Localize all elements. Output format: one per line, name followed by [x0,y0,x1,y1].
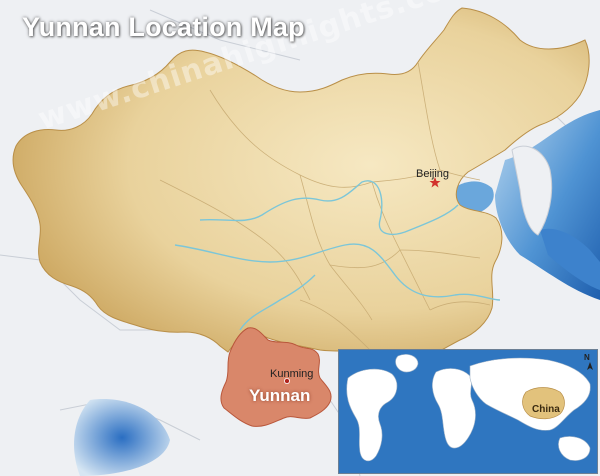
inset-greenland [395,354,419,373]
province-boundaries [159,61,491,353]
inset-australia [558,436,591,461]
inset-china-label: China [532,404,560,415]
beijing-label: Beijing [416,168,450,180]
map-title: Yunnan Location Map [22,12,305,42]
east-sea [540,228,600,290]
kunming-label: Kunming [270,368,314,380]
bay-of-bengal [74,399,170,476]
china-mainland [12,7,590,358]
korea-peninsula [511,145,553,236]
rivers [174,180,501,331]
dot-icon [283,377,290,384]
yunnan-label: Yunnan [249,386,311,405]
north-arrow-icon [587,362,593,370]
inset-world-map [338,349,598,474]
inset-china [522,387,565,420]
yunnan-province [220,327,332,427]
inset-americas [346,368,398,462]
star-icon [429,177,441,188]
north-label: N [584,353,590,362]
